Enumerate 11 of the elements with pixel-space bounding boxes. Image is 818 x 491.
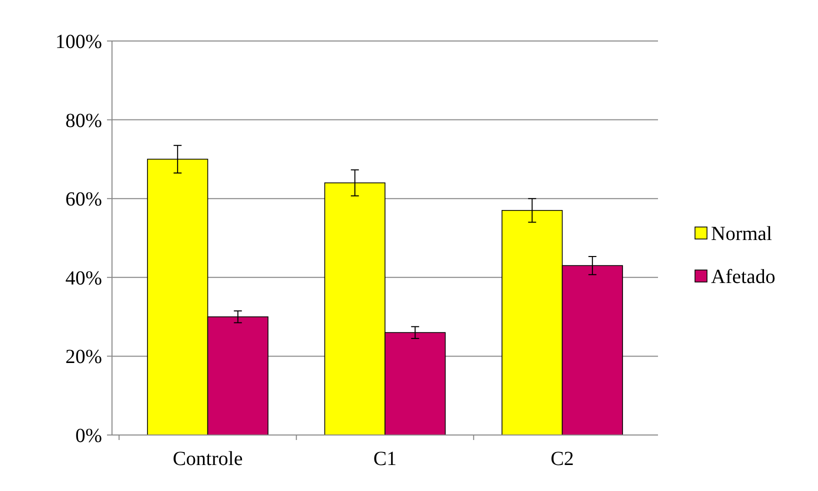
x-tick-label: C1 [373, 448, 397, 470]
legend-label: Normal [711, 223, 773, 245]
x-tick-label: Controle [172, 448, 243, 470]
y-tick-label: 40% [65, 267, 102, 290]
legend-label: Afetado [711, 266, 776, 288]
y-tick-label: 0% [75, 425, 102, 447]
y-tick-label: 60% [65, 188, 102, 211]
y-tick-label: 20% [65, 346, 102, 368]
y-tick-label: 100% [55, 31, 102, 53]
x-tick-label: C2 [550, 448, 574, 470]
y-tick-label: 80% [65, 110, 102, 132]
